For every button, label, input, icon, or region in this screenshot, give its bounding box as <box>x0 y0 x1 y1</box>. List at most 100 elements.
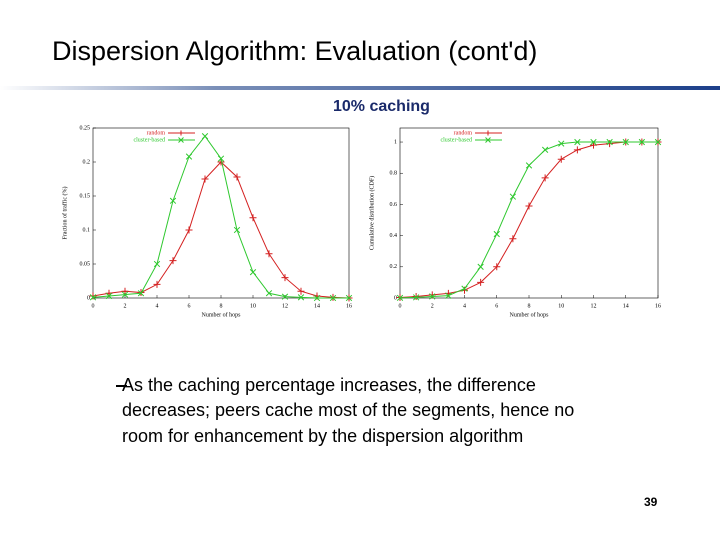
x-tick-label: 0 <box>399 303 402 309</box>
legend-label: cluster-based <box>133 137 165 143</box>
x-tick-label: 12 <box>282 303 288 309</box>
legend-label: cluster-based <box>440 137 472 143</box>
data-point <box>297 294 305 301</box>
plot-frame <box>399 127 659 299</box>
y-axis-label: Fraction of traffic (%) <box>61 186 68 239</box>
data-point <box>461 285 468 292</box>
bullet-line: room for enhancement by the dispersion a… <box>122 426 524 446</box>
y-tick-label: 0.2 <box>390 264 398 270</box>
data-point <box>345 294 353 302</box>
x-tick-label: 4 <box>156 303 159 309</box>
y-axis-label: Cumulative distribution (CDF) <box>368 176 375 250</box>
data-point <box>590 138 597 146</box>
data-point <box>313 294 321 302</box>
bullet-dash <box>116 385 127 387</box>
title-rule <box>0 86 720 90</box>
x-axis-label: Number of hops <box>510 311 550 318</box>
page-number: 39 <box>644 495 658 509</box>
data-point <box>477 263 484 270</box>
data-point <box>493 230 500 238</box>
subtitle: 10% caching <box>333 98 430 115</box>
data-point <box>509 193 517 200</box>
data-point <box>525 162 533 169</box>
data-point <box>89 292 97 300</box>
data-point <box>185 153 193 160</box>
data-point <box>445 292 452 299</box>
legend-label: random <box>147 130 166 136</box>
data-point <box>169 197 177 204</box>
y-tick-label: 0.15 <box>80 193 91 199</box>
data-point <box>429 293 436 300</box>
bullet-line: decreases; peers cache most of the segme… <box>122 400 575 420</box>
data-point <box>121 287 129 295</box>
data-point <box>654 138 662 146</box>
legend-label: random <box>454 130 473 136</box>
x-axis-label: Number of hops <box>202 311 242 318</box>
y-tick-label: 0 <box>394 295 397 301</box>
data-point <box>541 174 549 182</box>
data-point <box>557 155 565 163</box>
data-point <box>396 294 404 301</box>
x-tick-label: 2 <box>124 303 127 309</box>
x-tick-label: 8 <box>528 303 531 309</box>
data-point <box>493 263 501 271</box>
data-point <box>185 226 193 234</box>
data-point <box>428 291 436 299</box>
data-point <box>265 250 273 258</box>
x-tick-label: 16 <box>655 303 661 309</box>
data-point <box>590 141 597 149</box>
data-point <box>477 278 485 286</box>
x-tick-label: 6 <box>188 303 191 309</box>
data-point <box>622 138 629 146</box>
data-point <box>249 269 257 276</box>
data-point <box>249 214 257 222</box>
bullet-line: As the caching percentage increases, the… <box>122 375 536 395</box>
legend-marker <box>178 130 184 136</box>
data-point <box>525 202 533 210</box>
data-point <box>217 155 225 162</box>
data-point <box>573 146 581 154</box>
y-tick-label: 1 <box>394 139 397 145</box>
x-tick-label: 4 <box>463 303 466 309</box>
x-tick-label: 16 <box>346 303 352 309</box>
series-line <box>92 161 350 299</box>
x-tick-label: 14 <box>623 303 629 309</box>
y-tick-label: 0.25 <box>80 125 91 131</box>
data-point <box>201 175 209 183</box>
data-point <box>281 274 289 282</box>
data-point <box>233 173 241 181</box>
x-tick-label: 10 <box>250 303 256 309</box>
data-point <box>265 290 273 297</box>
data-point <box>606 138 613 146</box>
data-point <box>121 291 129 298</box>
data-point <box>606 140 614 148</box>
y-tick-label: 0.8 <box>390 171 398 177</box>
x-tick-label: 12 <box>591 303 597 309</box>
data-point <box>169 257 177 265</box>
data-point <box>574 138 581 146</box>
x-tick-label: 10 <box>558 303 564 309</box>
legend-marker <box>178 137 184 143</box>
y-tick-label: 0 <box>87 295 90 301</box>
data-point <box>412 294 420 301</box>
y-tick-label: 0.05 <box>80 261 91 267</box>
data-point <box>137 290 145 297</box>
x-tick-label: 0 <box>92 303 95 309</box>
x-tick-label: 8 <box>220 303 223 309</box>
data-point <box>329 294 337 302</box>
data-point <box>412 292 420 300</box>
y-tick-label: 0.6 <box>390 202 398 208</box>
series-line <box>92 135 349 299</box>
slide-title: Dispersion Algorithm: Evaluation (cont'd… <box>52 36 538 66</box>
data-point <box>153 260 161 268</box>
data-point <box>638 138 646 146</box>
y-tick-label: 0.1 <box>83 227 91 233</box>
data-point <box>297 287 305 295</box>
x-tick-label: 14 <box>314 303 320 309</box>
data-point <box>281 293 289 300</box>
data-point <box>201 133 209 140</box>
data-point <box>558 140 565 147</box>
data-point <box>89 294 97 301</box>
data-point <box>105 292 113 300</box>
